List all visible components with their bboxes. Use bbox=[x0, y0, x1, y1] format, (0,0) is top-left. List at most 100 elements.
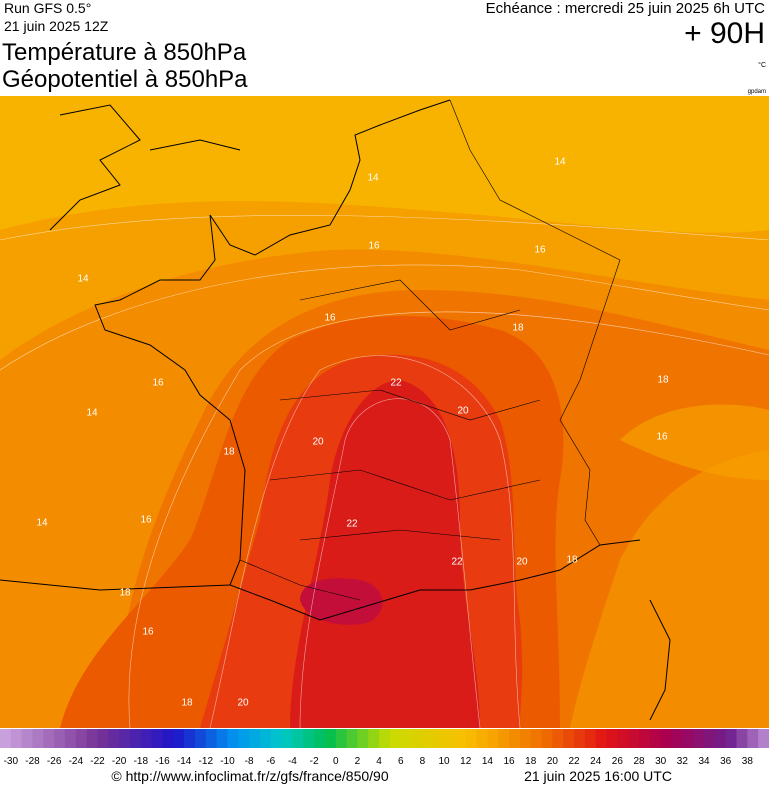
scale-swatch bbox=[10, 729, 23, 748]
contour-label: 18 bbox=[223, 447, 235, 458]
scale-swatch bbox=[86, 729, 98, 748]
scale-swatch bbox=[671, 729, 683, 748]
scale-label: 18 bbox=[525, 756, 537, 767]
scale-label: -10 bbox=[220, 756, 235, 767]
scale-swatch bbox=[541, 729, 553, 748]
scale-swatch bbox=[639, 729, 651, 748]
forecast: Echéance : mercredi 25 juin 2025 6h UTC bbox=[486, 0, 765, 17]
scale-swatch bbox=[454, 729, 467, 748]
scale-label: -12 bbox=[199, 756, 214, 767]
contour-label: 16 bbox=[534, 245, 546, 256]
scale-label: 6 bbox=[398, 756, 404, 767]
lead-time: + 90H bbox=[684, 17, 765, 50]
isotherm bbox=[0, 215, 769, 241]
scale-swatch bbox=[292, 729, 304, 748]
scale-swatch bbox=[194, 729, 207, 748]
coastline bbox=[49, 104, 241, 231]
scale-swatch bbox=[346, 729, 358, 748]
scale-label: -4 bbox=[288, 756, 297, 767]
scale-swatch bbox=[129, 729, 142, 748]
contour-label: 14 bbox=[554, 157, 566, 168]
scale-swatch bbox=[357, 729, 369, 748]
scale-swatch bbox=[64, 729, 77, 748]
unit: °C bbox=[758, 61, 766, 69]
scale-label: -28 bbox=[25, 756, 40, 767]
border bbox=[239, 99, 621, 601]
scale-label: 24 bbox=[590, 756, 602, 767]
scale-swatch bbox=[97, 729, 109, 748]
scale-label: -22 bbox=[90, 756, 105, 767]
title: Température à 850hPa bbox=[2, 39, 247, 66]
scale-swatch bbox=[227, 729, 239, 748]
scale-swatch bbox=[552, 729, 564, 748]
scale-swatch bbox=[606, 729, 618, 748]
scale-label: 12 bbox=[460, 756, 472, 767]
scale-swatch bbox=[259, 729, 272, 748]
contour-label: 22 bbox=[346, 519, 358, 530]
scale-label: -26 bbox=[47, 756, 62, 767]
scale-swatch bbox=[140, 729, 153, 748]
isotherm bbox=[209, 355, 521, 728]
scale-swatch bbox=[563, 729, 575, 748]
scale-swatch bbox=[747, 729, 759, 748]
contour-label: 22 bbox=[451, 557, 463, 568]
scale-swatch bbox=[389, 729, 402, 748]
contour-label: 14 bbox=[86, 408, 98, 419]
scale-swatch bbox=[433, 729, 445, 748]
scale-label: 0 bbox=[333, 756, 339, 767]
scale-swatch bbox=[487, 729, 499, 748]
scale-label: 26 bbox=[612, 756, 624, 767]
unit2: gpdam bbox=[748, 89, 766, 95]
scale-label: -24 bbox=[69, 756, 84, 767]
scale-label: 22 bbox=[568, 756, 580, 767]
contour-label: 14 bbox=[367, 173, 379, 184]
scale-label: 32 bbox=[677, 756, 689, 767]
map: 14 14 16 16 14 16 18 16 22 14 20 18 16 20 18 16 14 22 22 20… bbox=[0, 96, 769, 728]
contour-label: 14 bbox=[36, 518, 48, 529]
scale-swatch bbox=[205, 729, 218, 748]
scale-swatch bbox=[444, 729, 456, 748]
scale-label: -20 bbox=[112, 756, 127, 767]
coastline bbox=[0, 579, 671, 721]
scale-swatch bbox=[693, 729, 705, 748]
scale-swatch bbox=[379, 729, 391, 748]
temp-zone bbox=[620, 404, 769, 480]
scale-swatch bbox=[758, 729, 769, 748]
scale-swatch bbox=[43, 729, 55, 748]
scale-label: 34 bbox=[698, 756, 710, 767]
scale-label: 38 bbox=[742, 756, 754, 767]
scale-label: -6 bbox=[266, 756, 275, 767]
scale-swatch bbox=[108, 729, 120, 748]
scale-label: 10 bbox=[439, 756, 451, 767]
scale-swatch bbox=[281, 729, 293, 748]
contour-label: 18 bbox=[657, 375, 669, 386]
scale-swatch bbox=[736, 729, 748, 748]
isotherm bbox=[128, 311, 769, 728]
scale-swatch bbox=[509, 729, 521, 748]
contour-label: 22 bbox=[390, 378, 402, 389]
temp-zone bbox=[290, 380, 480, 728]
scale-swatch bbox=[704, 729, 716, 748]
scale-swatch bbox=[714, 729, 727, 748]
contour-label: 16 bbox=[656, 432, 668, 443]
scale-label: -14 bbox=[177, 756, 192, 767]
scale-swatch bbox=[530, 729, 543, 748]
scale-label: -16 bbox=[155, 756, 170, 767]
scale-swatch bbox=[725, 729, 738, 748]
scale-swatch bbox=[303, 729, 315, 748]
scale-swatch bbox=[21, 729, 33, 748]
scale-label: 20 bbox=[547, 756, 559, 767]
contour-label: 18 bbox=[181, 698, 193, 709]
scale-swatch bbox=[324, 729, 337, 748]
isotherm bbox=[299, 398, 481, 728]
scale-swatch bbox=[173, 729, 185, 748]
subtitle: Géopotentiel à 850hPa bbox=[2, 66, 248, 93]
scale-swatch bbox=[270, 729, 283, 748]
scale-swatch bbox=[75, 729, 88, 748]
scale-swatch bbox=[617, 729, 629, 748]
scale-label: 36 bbox=[720, 756, 732, 767]
issued: 21 juin 2025 16:00 UTC bbox=[524, 768, 672, 784]
scale-label: -8 bbox=[245, 756, 254, 767]
scale-swatch bbox=[476, 729, 488, 748]
scale-swatch bbox=[162, 729, 174, 748]
